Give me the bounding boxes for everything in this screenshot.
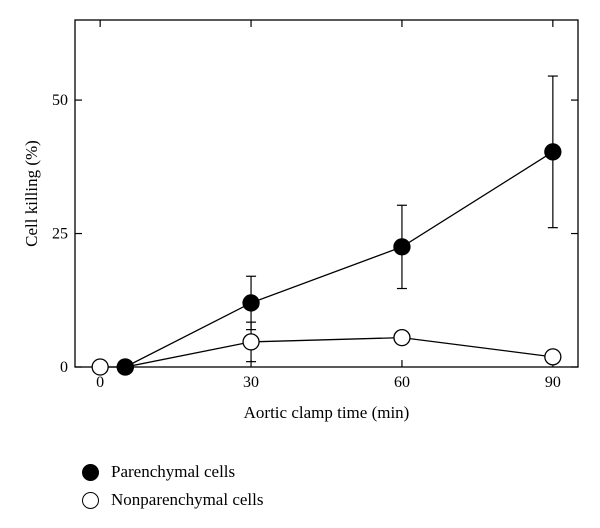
error-bars-group <box>246 75 558 363</box>
data-point-open <box>544 348 562 366</box>
legend-label: Parenchymal cells <box>111 462 236 481</box>
legend-item-parenchymal: Parenchymal cells <box>82 458 263 486</box>
legend-item-nonparenchymal: Nonparenchymal cells <box>82 486 263 514</box>
data-point-filled <box>393 238 411 256</box>
data-point-filled <box>544 143 562 161</box>
data-point-filled <box>116 358 134 376</box>
x-tick-label: 60 <box>394 374 410 391</box>
data-point-open <box>393 328 411 347</box>
ticks-group: 0 30 60 90 0 25 50 <box>52 20 578 391</box>
legend: Parenchymal cells Nonparenchymal cells <box>82 458 263 514</box>
x-axis-label: Aortic clamp time (min) <box>244 403 410 422</box>
series-line-1 <box>100 336 553 368</box>
open-circle-marker-icon <box>82 491 99 509</box>
legend-label: Nonparenchymal cells <box>111 490 264 509</box>
y-tick-label: 25 <box>52 226 68 243</box>
series-lines-group <box>100 151 554 368</box>
data-point-open <box>91 358 109 376</box>
x-tick-label: 30 <box>243 374 259 391</box>
markers-group <box>91 143 562 376</box>
plot-frame <box>74 19 579 368</box>
data-point-open <box>242 333 260 351</box>
y-tick-label: 50 <box>52 92 68 109</box>
series-line-0 <box>125 151 554 368</box>
filled-circle-marker-icon <box>82 463 99 481</box>
x-tick-label: 0 <box>96 374 104 391</box>
y-axis-label: Cell killing (%) <box>22 140 41 247</box>
x-tick-label: 90 <box>545 374 561 391</box>
y-tick-label: 0 <box>60 359 68 376</box>
data-point-filled <box>242 294 260 312</box>
